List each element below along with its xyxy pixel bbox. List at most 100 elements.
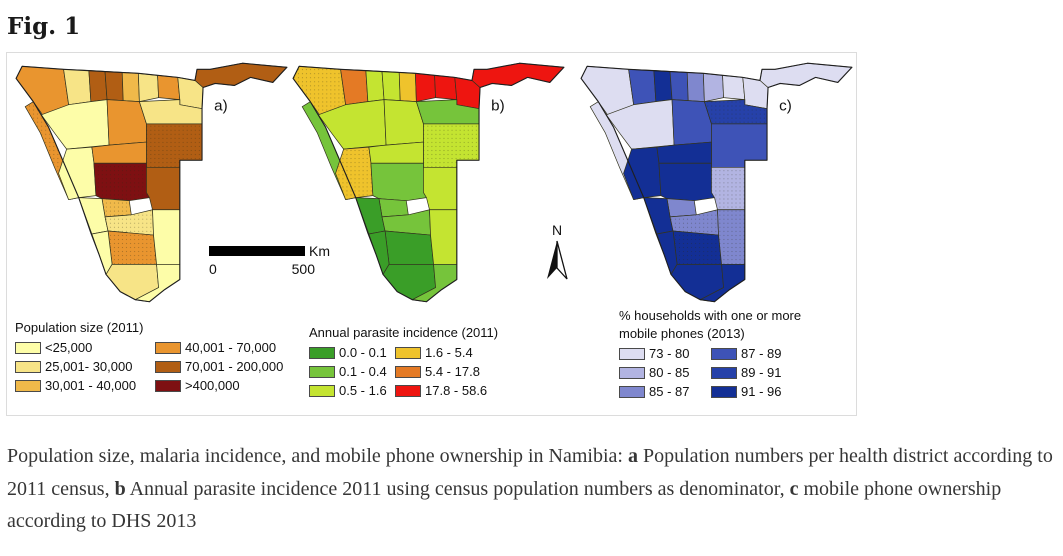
legend-item-label: >400,000 <box>185 378 240 394</box>
scale-bar-end: 500 <box>291 261 315 277</box>
district-a-3 <box>104 70 124 101</box>
legend-swatch <box>619 347 645 360</box>
district-b-5 <box>415 72 436 102</box>
legend-item: 25,001- 30,000 <box>15 358 155 377</box>
north-arrow-right-half <box>556 240 568 280</box>
legend-item: 80 - 85 <box>619 363 711 382</box>
district-c-8 <box>759 62 853 88</box>
legend-title: % households with one or more <box>619 308 802 323</box>
legend-item-label: 70,001 - 200,000 <box>185 359 284 375</box>
district-c-16 <box>658 162 715 202</box>
district-texture <box>335 147 373 200</box>
district-b-17 <box>423 166 458 211</box>
legend-item-label: 17.8 - 58.6 <box>425 383 488 399</box>
scale-bar-unit: Km <box>309 243 330 259</box>
district-texture <box>105 209 154 236</box>
legend-item-label: 30,001 - 40,000 <box>45 378 137 394</box>
legend-item: 0.5 - 1.6 <box>309 382 395 401</box>
figure-title: Fig. 1 <box>7 13 81 40</box>
map-population-size: a) <box>15 62 288 303</box>
legend-swatch <box>155 380 181 393</box>
district-c-4 <box>686 71 705 102</box>
country-outline <box>15 62 288 303</box>
legend-swatch <box>619 366 645 379</box>
legend-item: 5.4 - 17.8 <box>395 363 498 382</box>
legend-item: 0.1 - 0.4 <box>309 363 395 382</box>
district-b-1 <box>340 68 369 106</box>
district-texture <box>673 231 722 265</box>
district-a-23 <box>91 230 113 275</box>
legend-swatch <box>619 385 645 398</box>
scale-bar: Km 0 500 <box>209 243 339 277</box>
legend-item-label: 73 - 80 <box>649 345 690 361</box>
legend-item-label: 0.1 - 0.4 <box>339 364 387 380</box>
legend-swatch <box>15 380 41 393</box>
legend-swatch <box>309 347 335 360</box>
country-outline <box>580 62 853 303</box>
legend-item: >400,000 <box>155 377 283 396</box>
legend-item-label: 25,001- 30,000 <box>45 359 133 375</box>
legend-swatch <box>309 385 335 398</box>
district-b-16 <box>370 162 427 202</box>
legend-parasite-incidence: Annual parasite incidence (2011) 0.0 - 0.… <box>309 325 498 401</box>
district-c-1 <box>628 68 657 106</box>
legend-swatch <box>711 366 737 379</box>
north-arrow-icon: N <box>547 222 568 280</box>
legend-population-size: Population size (2011) <25,000 25,001- 30,… <box>15 320 283 396</box>
district-c-18 <box>666 198 697 218</box>
district-texture <box>670 209 719 236</box>
north-arrow-left-half <box>547 241 557 279</box>
legend-item-label: 0.0 - 0.1 <box>339 345 387 361</box>
legend-item-label: 5.4 - 17.8 <box>425 364 480 380</box>
map-label-c: c) <box>779 98 792 115</box>
district-c-6 <box>722 75 746 100</box>
caption-text: Annual parasite incidence 2011 using cen… <box>125 477 790 500</box>
legend-item-label: 85 - 87 <box>649 383 690 399</box>
district-a-1 <box>63 68 92 106</box>
legend-item: 40,001 - 70,000 <box>155 339 283 358</box>
scale-bar-rule <box>209 246 305 256</box>
legend-item: 89 - 91 <box>711 363 801 382</box>
north-arrow-label: N <box>552 222 562 238</box>
district-a-6 <box>157 75 181 100</box>
district-a-17 <box>146 166 181 211</box>
map-mobile-phones: c) <box>580 62 853 303</box>
legend-item-label: <25,000 <box>45 340 93 356</box>
legend-item: 87 - 89 <box>711 344 801 363</box>
district-texture <box>704 99 768 124</box>
caption-bold-marker: b <box>114 477 126 500</box>
figure-caption: Population size, malaria incidence, and … <box>7 440 1055 538</box>
legend-item-label: 80 - 85 <box>649 364 690 380</box>
district-texture <box>93 163 150 201</box>
district-b-21 <box>384 230 434 265</box>
legend-item: 0.0 - 0.1 <box>309 344 395 363</box>
legend-swatch <box>395 385 421 398</box>
caption-bold-marker: c <box>789 477 799 500</box>
legend-item: 30,001 - 40,000 <box>15 377 155 396</box>
district-c-5 <box>703 72 724 102</box>
legend-item: <25,000 <box>15 339 155 358</box>
district-texture <box>717 209 745 265</box>
district-b-18 <box>378 198 409 218</box>
district-texture <box>423 123 480 168</box>
legend-item-label: 40,001 - 70,000 <box>185 340 277 356</box>
district-a-2 <box>88 69 108 102</box>
legend-item: 17.8 - 58.6 <box>395 382 498 401</box>
legend-swatch <box>711 347 737 360</box>
legend-swatch <box>711 385 737 398</box>
legend-swatch <box>309 366 335 379</box>
legend-title: mobile phones (2013) <box>619 325 745 341</box>
district-texture <box>146 123 203 168</box>
district-b-2 <box>365 69 385 102</box>
legend-item-label: 91 - 96 <box>741 383 782 399</box>
district-c-2 <box>653 69 673 102</box>
legend-mobile-phones: % households with one or more mobile phon… <box>619 308 801 401</box>
district-a-8 <box>194 62 288 88</box>
district-b-8 <box>471 62 565 88</box>
district-texture <box>101 198 132 217</box>
legend-title: Population size (2011) <box>15 320 144 335</box>
legend-item: 73 - 80 <box>619 344 711 363</box>
map-label-b: b) <box>491 98 504 115</box>
district-b-23 <box>368 230 390 275</box>
legend-item: 85 - 87 <box>619 382 711 401</box>
